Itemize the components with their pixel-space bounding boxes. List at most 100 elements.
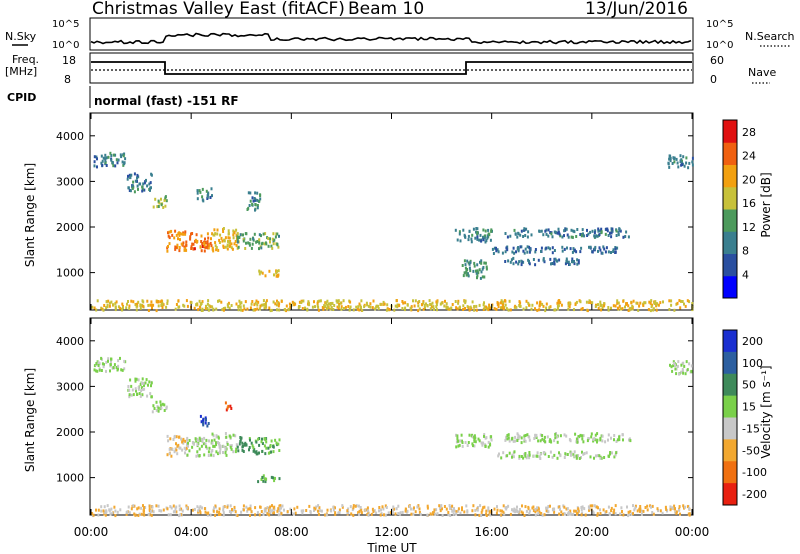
power-cell: [483, 306, 486, 310]
velocity-cell: [144, 506, 147, 509]
power-cell: [576, 262, 579, 266]
power-cell: [226, 303, 229, 307]
velocity-cell: [195, 439, 198, 443]
velocity-cell: [590, 432, 593, 436]
velocity-cell: [230, 510, 232, 514]
velocity-cell: [230, 447, 233, 451]
velocity-cell: [554, 436, 557, 440]
power-cell: [621, 307, 624, 311]
power-cell: [573, 308, 575, 312]
velocity-cell: [199, 438, 202, 442]
power-cell: [259, 197, 262, 201]
velocity-cell: [412, 512, 415, 516]
power-cell: [499, 301, 502, 305]
velocity-cell: [280, 506, 283, 510]
velocity-cell: [141, 393, 144, 397]
power-cell: [516, 235, 519, 239]
velocity-cell: [186, 453, 189, 457]
power-cell: [194, 238, 197, 242]
power-cell: [611, 229, 614, 233]
velocity-cell: [278, 449, 281, 452]
velocity-cell: [222, 511, 225, 515]
velocity-cell: [91, 512, 94, 515]
velocity-cell: [371, 507, 374, 511]
velocity-cell: [686, 505, 689, 509]
velocity-cell: [474, 440, 477, 444]
velocity-cell: [265, 440, 268, 444]
velocity-cell: [132, 504, 135, 508]
power-cell: [524, 234, 527, 237]
velocity-cell: [354, 504, 357, 508]
power-heatmap: [91, 151, 694, 313]
power-cell: [247, 241, 250, 245]
power-cell: [235, 302, 238, 306]
velocity-cell: [685, 360, 688, 364]
velocity-cell: [575, 456, 578, 460]
power-cell: [591, 301, 594, 305]
velocity-cell: [429, 512, 432, 516]
power-cell: [611, 227, 614, 231]
power-cell: [486, 234, 489, 238]
power-cell: [568, 262, 571, 266]
power-cell: [116, 161, 119, 165]
power-cell: [542, 233, 545, 237]
power-cell: [178, 246, 181, 249]
velocity-cell: [137, 387, 140, 391]
velocity-cell: [418, 510, 421, 514]
power-cell: [576, 258, 579, 262]
power-cell: [606, 227, 609, 231]
power-cell: [683, 164, 686, 168]
velocity-cell: [202, 421, 205, 425]
velocity-cell: [208, 439, 210, 443]
power-cell: [505, 307, 508, 311]
velocity-cell: [218, 513, 221, 516]
power-cell: [468, 266, 471, 270]
power-cell: [178, 249, 181, 253]
power-cell: [277, 269, 280, 273]
power-cell: [184, 232, 187, 236]
velocity-cell: [528, 509, 531, 513]
velocity-cell: [511, 453, 514, 457]
velocity-cell: [191, 441, 194, 444]
power-cell: [284, 308, 286, 312]
velocity-cell: [447, 510, 450, 514]
velocity-cell: [659, 509, 662, 513]
power-cell: [567, 307, 570, 311]
velocity-cell: [682, 504, 685, 508]
power-cell: [681, 300, 684, 303]
velocity-cell: [607, 433, 610, 437]
power-cell: [461, 264, 464, 267]
velocity-cell: [223, 505, 226, 509]
velocity-cell: [506, 434, 509, 437]
power-cell: [275, 303, 278, 307]
velocity-cell: [549, 450, 552, 454]
power-cell: [218, 241, 221, 244]
velocity-cell: [384, 504, 387, 508]
power-cell: [258, 238, 261, 242]
power-cell: [161, 302, 164, 306]
power-cell: [466, 272, 469, 276]
velocity-cell: [507, 433, 510, 437]
velocity-cell: [543, 435, 546, 439]
power-cell: [105, 300, 108, 304]
power-cell: [624, 305, 626, 309]
velocity-cell: [114, 514, 117, 518]
power-cell: [482, 238, 485, 242]
velocity-cell: [150, 509, 152, 513]
power-cell: [128, 307, 131, 310]
velocity-ytick-label: 2000: [56, 426, 84, 439]
power-cell: [468, 308, 471, 312]
velocity-cell: [439, 509, 442, 513]
power-cell: [255, 240, 258, 244]
power-cell: [610, 231, 613, 235]
velocity-cell: [359, 506, 362, 509]
power-cell: [554, 308, 557, 312]
power-cell: [593, 231, 596, 235]
velocity-cell: [672, 360, 675, 364]
power-cell: [366, 303, 369, 307]
velocity-cell: [669, 508, 672, 512]
power-cell: [565, 257, 568, 261]
power-cell: [238, 304, 240, 308]
